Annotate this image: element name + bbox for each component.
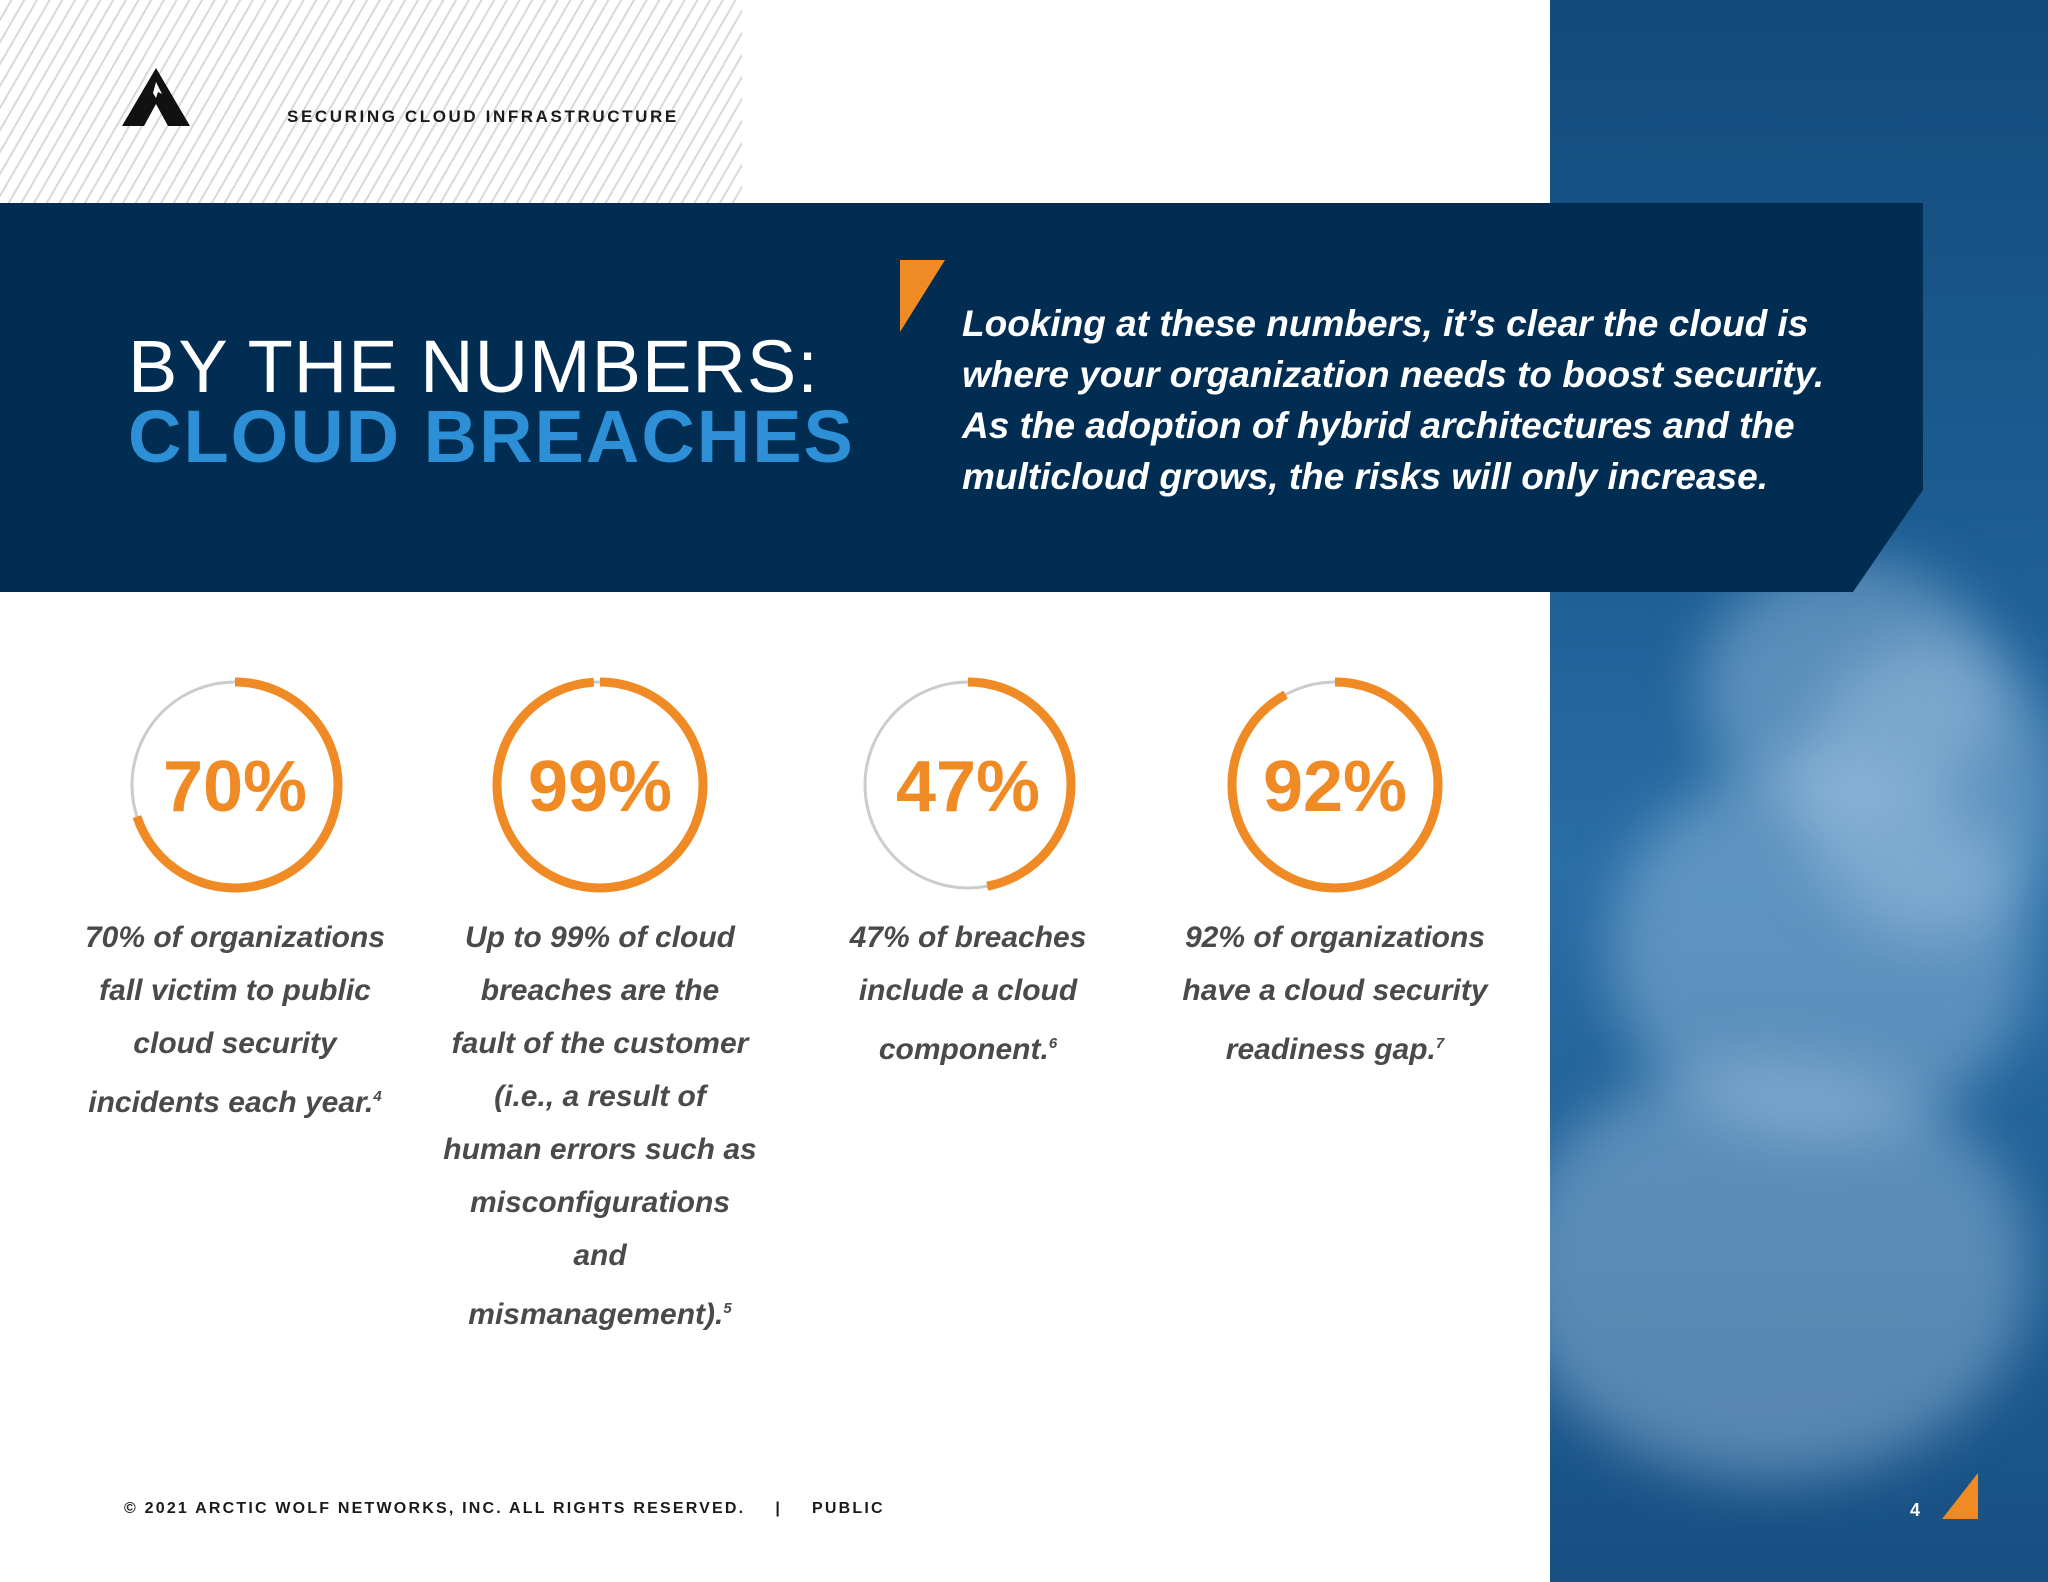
stat-card: 70% 70% of organizations fall victim to … (75, 675, 395, 1129)
quote-line: where your organization needs to boost s… (962, 354, 1825, 395)
desc-line: cloud security (133, 1027, 337, 1060)
desc-line: 70% of organizations (84, 921, 386, 954)
desc-line: breaches are the (480, 974, 720, 1007)
stat-description: 92% of organizations have a cloud securi… (1175, 911, 1495, 1076)
desc-line: 47% of breaches (849, 921, 1087, 954)
ring-progress-arc (127, 677, 343, 893)
footnote-ref: 7 (1435, 1035, 1445, 1052)
document-title: SECURING CLOUD INFRASTRUCTURE (287, 107, 679, 126)
headline-line-1: BY THE NUMBERS: (128, 325, 819, 408)
footnote-ref: 5 (723, 1300, 732, 1317)
desc-line: readiness gap.7 (1175, 1017, 1495, 1076)
desc-line: include a cloud (858, 974, 1078, 1007)
desc-line: fault of the customer (451, 1027, 749, 1060)
orange-flag-icon (900, 260, 945, 332)
ring-progress-arc (492, 677, 708, 893)
desc-line: (i.e., a result of (494, 1080, 706, 1113)
desc-text: mismanagement). (468, 1298, 724, 1331)
desc-line: fall victim to public (99, 974, 371, 1007)
stat-percentage: 92% (1263, 747, 1407, 827)
footnote-ref: 4 (373, 1088, 382, 1105)
footer-separator: | (775, 1500, 782, 1517)
stat-card: 92% 92% of organizations have a cloud se… (1175, 675, 1495, 1076)
progress-ring: 47% (860, 677, 1076, 893)
arctic-wolf-logo-icon (122, 68, 190, 126)
quote-line: Looking at these numbers, it’s clear the… (962, 303, 1809, 344)
desc-line: component.6 (808, 1017, 1128, 1076)
stat-percentage: 47% (896, 747, 1040, 827)
desc-line: have a cloud security (1182, 974, 1488, 1007)
orange-corner-triangle-icon (1942, 1473, 1978, 1519)
desc-line: misconfigurations and (469, 1186, 731, 1272)
intro-quote: Looking at these numbers, it’s clear the… (962, 298, 1862, 502)
headline-line-2: CLOUD BREACHES (128, 395, 855, 478)
desc-text: incidents each year. (88, 1086, 374, 1119)
desc-line: mismanagement).5 (440, 1282, 760, 1341)
copyright-text: © 2021 ARCTIC WOLF NETWORKS, INC. ALL RI… (124, 1500, 746, 1517)
progress-ring: 99% (492, 677, 708, 893)
headline-banner (0, 203, 1923, 592)
stat-description: 47% of breaches include a cloud componen… (808, 911, 1128, 1076)
hatched-header-pattern (0, 0, 742, 203)
page-number: 4 (1910, 1500, 1921, 1520)
quote-line: multicloud grows, the risks will only in… (962, 456, 1768, 497)
desc-line: 92% of organizations (1184, 921, 1486, 954)
stat-card: 99% Up to 99% of cloud breaches are the … (440, 675, 760, 1341)
desc-line: Up to 99% of cloud (465, 921, 735, 954)
quote-line: As the adoption of hybrid architectures … (962, 405, 1795, 446)
classification-label: PUBLIC (812, 1500, 885, 1517)
desc-text: component. (878, 1033, 1049, 1066)
progress-ring: 70% (127, 677, 343, 893)
stat-description: 70% of organizations fall victim to publ… (75, 911, 395, 1129)
stat-percentage: 99% (528, 747, 672, 827)
footnote-ref: 6 (1048, 1035, 1058, 1052)
desc-line: incidents each year.4 (75, 1070, 395, 1129)
ring-progress-arc (1227, 677, 1443, 893)
stat-percentage: 70% (163, 747, 307, 827)
ring-progress-arc (860, 677, 1076, 893)
footer: © 2021 ARCTIC WOLF NETWORKS, INC. ALL RI… (124, 1500, 885, 1518)
progress-ring: 92% (1227, 677, 1443, 893)
stat-card: 47% 47% of breaches include a cloud comp… (808, 675, 1128, 1076)
stat-description: Up to 99% of cloud breaches are the faul… (440, 911, 760, 1341)
desc-text: readiness gap. (1225, 1033, 1436, 1066)
desc-line: human errors such as (443, 1133, 757, 1166)
